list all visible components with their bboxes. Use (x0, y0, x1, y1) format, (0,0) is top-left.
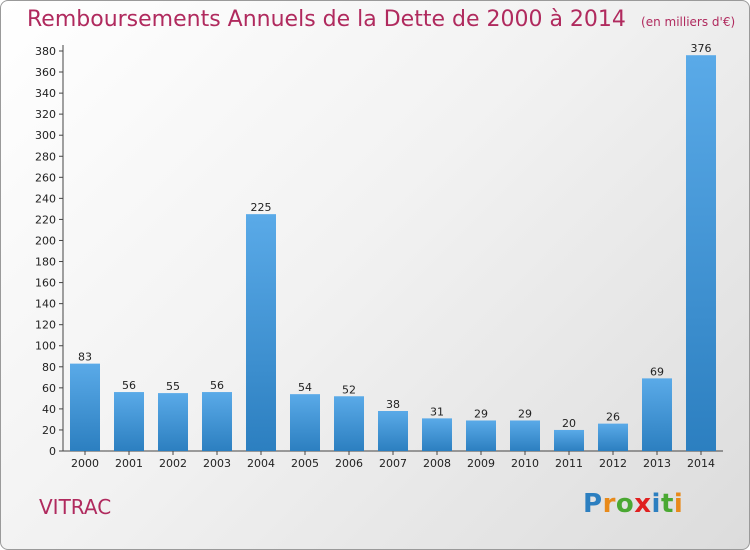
bar-value-label: 55 (166, 380, 180, 393)
y-tick-label: 300 (35, 129, 56, 142)
bar-value-label: 376 (691, 42, 712, 55)
bar-value-label: 38 (386, 398, 400, 411)
x-tick-label: 2000 (71, 457, 99, 470)
y-tick-label: 340 (35, 87, 56, 100)
bar-value-label: 69 (650, 365, 664, 378)
bar-value-label: 26 (606, 411, 620, 424)
x-tick-label: 2007 (379, 457, 407, 470)
chart-title: Remboursements Annuels de la Dette de 20… (27, 7, 626, 32)
x-tick-label: 2008 (423, 457, 451, 470)
bar (70, 363, 100, 451)
bar (686, 55, 716, 452)
x-tick-label: 2001 (115, 457, 143, 470)
x-tick-label: 2010 (511, 457, 539, 470)
y-tick-label: 120 (35, 319, 56, 332)
logo-letter: r (602, 489, 616, 519)
x-tick-label: 2011 (555, 457, 583, 470)
bar-value-label: 54 (298, 381, 312, 394)
x-tick-label: 2012 (599, 457, 627, 470)
y-tick-label: 240 (35, 192, 56, 205)
y-tick-label: 220 (35, 213, 56, 226)
y-tick-label: 200 (35, 234, 56, 247)
x-tick-label: 2006 (335, 457, 363, 470)
y-tick-label: 0 (49, 445, 56, 458)
bar (422, 418, 452, 451)
logo-letter: i (651, 489, 661, 519)
x-tick-label: 2014 (687, 457, 715, 470)
bar-value-label: 225 (251, 201, 272, 214)
y-tick-label: 160 (35, 277, 56, 290)
bar (334, 396, 364, 451)
bar (466, 420, 496, 451)
y-tick-label: 80 (42, 361, 56, 374)
x-tick-label: 2003 (203, 457, 231, 470)
y-tick-label: 60 (42, 382, 56, 395)
bar (598, 423, 628, 451)
y-tick-label: 380 (35, 45, 56, 58)
x-tick-label: 2005 (291, 457, 319, 470)
bar-value-label: 56 (210, 379, 224, 392)
bar (290, 394, 320, 451)
chart-subtitle: (en milliers d'€) (641, 15, 736, 29)
logo-letter: t (660, 489, 674, 519)
logo-letter: o (615, 489, 635, 519)
y-tick-label: 260 (35, 171, 56, 184)
x-tick-label: 2013 (643, 457, 671, 470)
y-tick-label: 280 (35, 150, 56, 163)
y-tick-label: 360 (35, 66, 56, 79)
bar (246, 214, 276, 451)
x-tick-label: 2002 (159, 457, 187, 470)
logo-letter: P (583, 489, 603, 519)
bar (158, 393, 188, 451)
bar-value-label: 83 (78, 351, 92, 364)
bar-value-label: 52 (342, 383, 356, 396)
bar (378, 411, 408, 451)
proxiti-logo: Proxiti (583, 489, 683, 519)
y-tick-label: 40 (42, 403, 56, 416)
bar-value-label: 29 (518, 407, 532, 420)
x-tick-label: 2004 (247, 457, 275, 470)
place-name: VITRAC (39, 495, 112, 519)
bar-value-label: 20 (562, 417, 576, 430)
bar (642, 378, 672, 451)
y-tick-label: 180 (35, 256, 56, 269)
y-tick-label: 320 (35, 108, 56, 121)
bar-value-label: 29 (474, 407, 488, 420)
title-block: Remboursements Annuels de la Dette de 20… (27, 7, 735, 32)
y-tick-label: 100 (35, 340, 56, 353)
bar-value-label: 31 (430, 405, 444, 418)
x-tick-label: 2009 (467, 457, 495, 470)
bar (202, 392, 232, 451)
bar (554, 429, 584, 451)
y-tick-label: 140 (35, 298, 56, 311)
y-tick-label: 20 (42, 424, 56, 437)
logo-letter: x (634, 489, 652, 519)
bar (510, 420, 540, 451)
bar (114, 392, 144, 451)
bar-value-label: 56 (122, 379, 136, 392)
logo-letter: i (673, 489, 684, 519)
